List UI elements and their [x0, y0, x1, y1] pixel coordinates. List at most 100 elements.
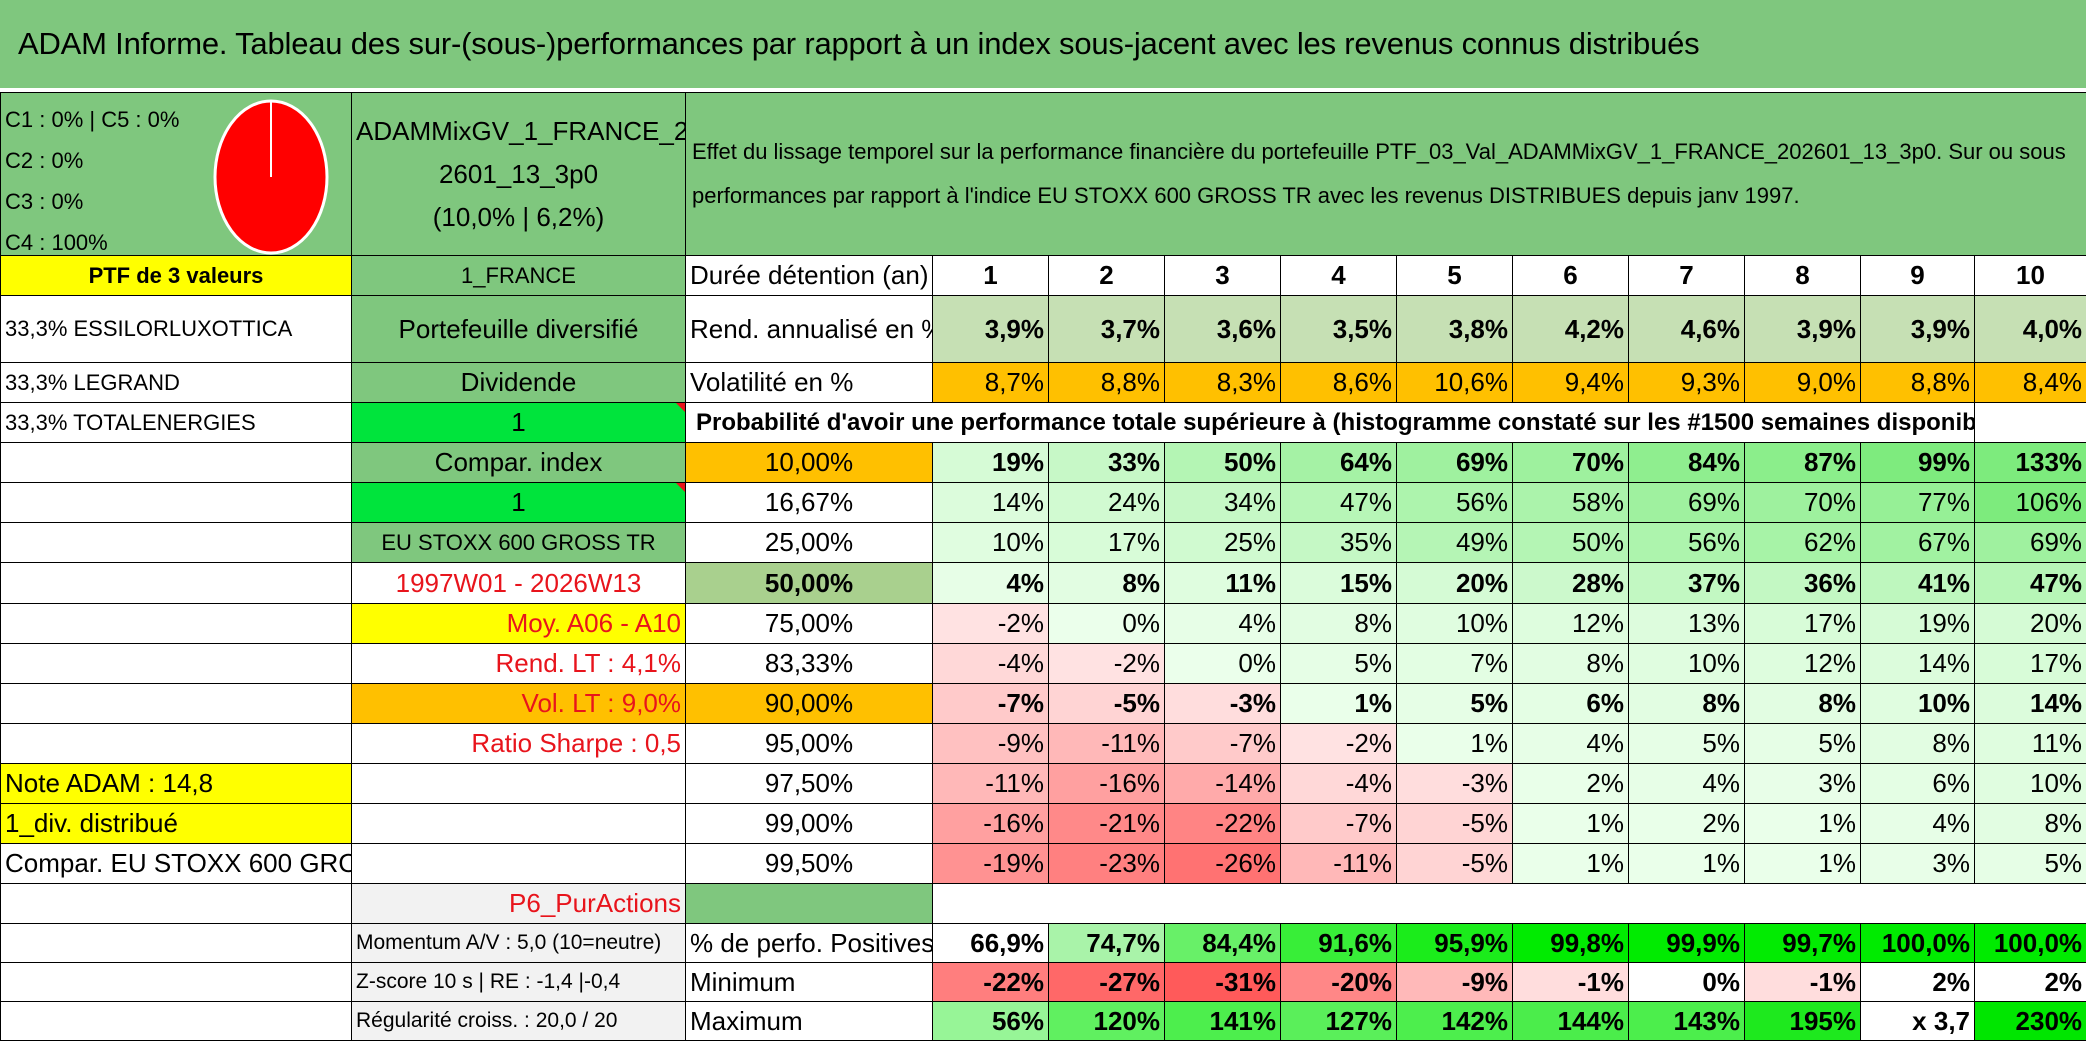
empty-cell [351, 843, 686, 884]
quantile-value: 14% [1860, 643, 1975, 684]
empty-cell [351, 803, 686, 844]
quantile-value: 1% [1280, 683, 1397, 724]
quantile-value: -7% [932, 683, 1049, 724]
year-header: 8 [1744, 255, 1861, 296]
rend-value: 3,9% [1860, 295, 1975, 363]
quantile-value: 4% [932, 562, 1049, 604]
stat-value: 195% [1744, 1001, 1861, 1041]
zscore-label: Z-score 10 s | RE : -1,4 |-0,4 [351, 962, 686, 1002]
vol-value: 8,4% [1973, 362, 2086, 403]
quantile-label: 50,00% [685, 562, 933, 604]
note-adam: Note ADAM : 14,8 [0, 763, 352, 804]
vol-value: 10,6% [1396, 362, 1513, 403]
year-header: 1 [932, 255, 1049, 296]
stat-value: -31% [1164, 962, 1281, 1002]
quantile-value: 6% [1512, 683, 1629, 724]
page-title: ADAM Informe. Tableau des sur-(sous-)per… [0, 0, 2086, 88]
stat-value: -27% [1048, 962, 1165, 1002]
average-label: Moy. A06 - A10 [351, 603, 686, 644]
quantile-value: 64% [1280, 442, 1397, 483]
composition-line: C1 : 0% | C5 : 0% [5, 107, 180, 132]
quantile-value: -5% [1048, 683, 1165, 724]
diversified-label: Portefeuille diversifié [351, 295, 686, 363]
min-label: Minimum [685, 962, 933, 1002]
quantile-value: 67% [1860, 522, 1975, 563]
rend-label: Rend. annualisé en % [685, 295, 933, 363]
quantile-value: 20% [1973, 603, 2086, 644]
quantile-value: -11% [1280, 843, 1397, 884]
quantile-value: 0% [1164, 643, 1281, 684]
stat-value: -1% [1512, 962, 1629, 1002]
quantile-value: -2% [1280, 723, 1397, 764]
quantile-value: 8% [1048, 562, 1165, 604]
vol-lt: Vol. LT : 9,0% [351, 683, 686, 724]
quantile-value: 2% [1512, 763, 1629, 804]
quantile-value: 84% [1628, 442, 1745, 483]
quantile-label: 97,50% [685, 763, 933, 804]
quantile-label: 95,00% [685, 723, 933, 764]
rend-value: 4,2% [1512, 295, 1629, 363]
stat-value: -9% [1396, 962, 1513, 1002]
quantile-value: 19% [932, 442, 1049, 483]
stat-value: 56% [932, 1001, 1049, 1041]
composition-line: C2 : 0% [5, 148, 84, 173]
quantile-value: 17% [1048, 522, 1165, 563]
quantile-value: 10% [1973, 763, 2086, 804]
quantile-value: 12% [1512, 603, 1629, 644]
vol-value: 8,3% [1164, 362, 1281, 403]
performance-sheet: C1 : 0% | C5 : 0% C2 : 0% C3 : 0% C4 : 1… [0, 92, 2086, 1041]
quantile-value: -11% [932, 763, 1049, 804]
effect-description: Effet du lissage temporel sur la perform… [684, 92, 2086, 256]
rend-value: 4,0% [1973, 295, 2086, 363]
quantile-value: 70% [1744, 482, 1861, 523]
stat-value: -20% [1280, 962, 1397, 1002]
quantile-value: 41% [1860, 562, 1975, 604]
quantile-value: 1% [1628, 843, 1745, 884]
stat-value: 127% [1280, 1001, 1397, 1041]
quantile-value: 13% [1628, 603, 1745, 644]
quantile-value: 14% [932, 482, 1049, 523]
quantile-value: 11% [1164, 562, 1281, 604]
stat-value: 142% [1396, 1001, 1513, 1041]
quantile-value: 33% [1048, 442, 1165, 483]
vol-label: Volatilité en % [685, 362, 933, 403]
quantile-value: 5% [1744, 723, 1861, 764]
dividend-label: Dividende [351, 362, 686, 403]
quantile-value: 8% [1860, 723, 1975, 764]
max-label: Maximum [685, 1001, 933, 1041]
vol-value: 9,4% [1512, 362, 1629, 403]
quantile-value: -11% [1048, 723, 1165, 764]
stat-value: 99,8% [1512, 923, 1629, 963]
empty-cell [685, 883, 933, 924]
rend-value: 3,8% [1396, 295, 1513, 363]
quantile-value: 133% [1973, 442, 2086, 483]
quantile-value: 8% [1280, 603, 1397, 644]
stat-value: x 3,7 [1860, 1001, 1975, 1041]
empty-cell [0, 683, 352, 724]
quantile-value: 37% [1628, 562, 1745, 604]
stat-value: 66,9% [932, 923, 1049, 963]
quantile-value: -3% [1396, 763, 1513, 804]
comparison-text: Compar. EU STOXX 600 GROSS TR [0, 843, 352, 884]
quantile-value: 19% [1860, 603, 1975, 644]
stat-value: 2% [1973, 962, 2086, 1002]
stat-value: 100,0% [1860, 923, 1975, 963]
quantile-value: 58% [1512, 482, 1629, 523]
quantile-value: -22% [1164, 803, 1281, 844]
quantile-value: 8% [1512, 643, 1629, 684]
quantile-label: 90,00% [685, 683, 933, 724]
stat-value: -22% [932, 962, 1049, 1002]
portfolio-name-line: ADAMMixGV_1_FRANCE_20 [356, 115, 686, 146]
portfolio-name-line: (10,0% | 6,2%) [432, 201, 605, 232]
quantile-value: 8% [1973, 803, 2086, 844]
vol-value: 9,3% [1628, 362, 1745, 403]
quantile-value: -2% [932, 603, 1049, 644]
empty-cell [0, 562, 352, 604]
quantile-value: 1% [1396, 723, 1513, 764]
empty-cell [351, 763, 686, 804]
quantile-value: -7% [1164, 723, 1281, 764]
quantile-value: 6% [1860, 763, 1975, 804]
rend-value: 4,6% [1628, 295, 1745, 363]
quantile-value: 99% [1860, 442, 1975, 483]
stat-value: 84,4% [1164, 923, 1281, 963]
